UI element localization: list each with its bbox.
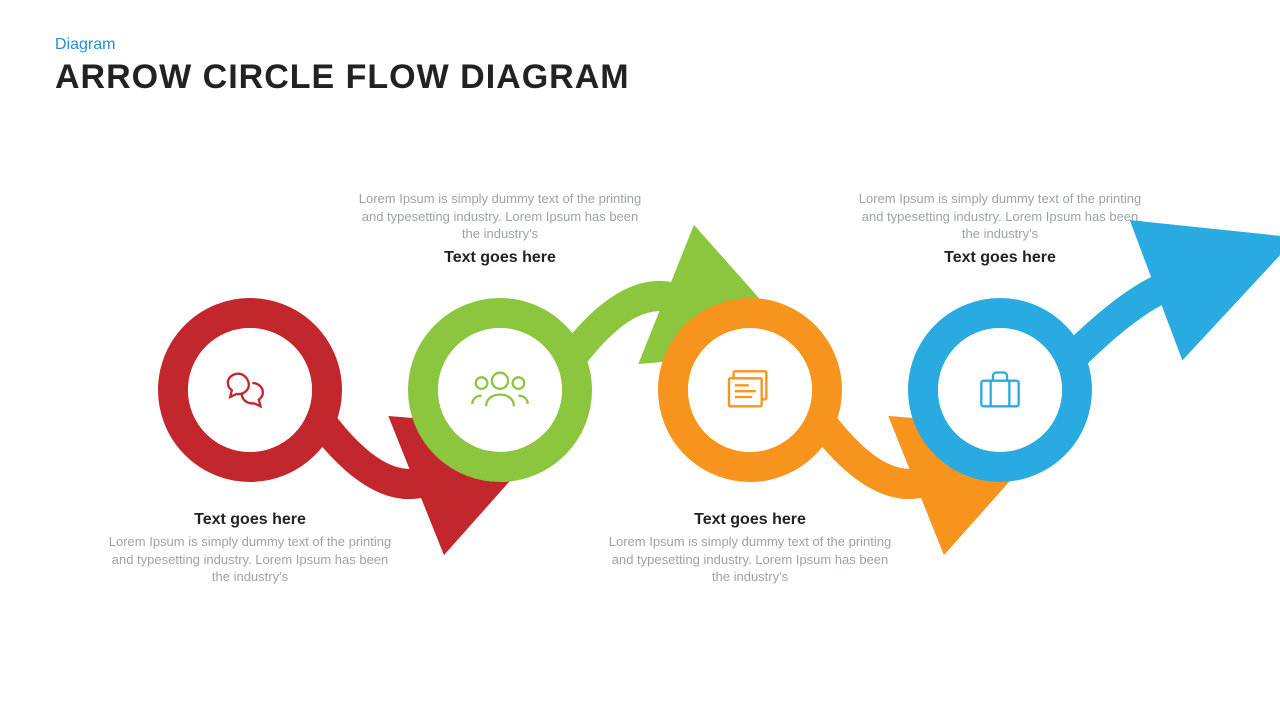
node-3-text: Text goes here Lorem Ipsum is simply dum… [605, 505, 895, 586]
people-icon [440, 330, 560, 450]
document-icon [690, 330, 810, 450]
node-1-label: Text goes here [105, 511, 395, 529]
slide: Diagram ARROW CIRCLE FLOW DIAGRAM [0, 0, 1280, 720]
node-4-desc: Lorem Ipsum is simply dummy text of the … [855, 190, 1145, 243]
briefcase-icon [940, 330, 1060, 450]
node-3-label: Text goes here [605, 511, 895, 529]
node-1-desc: Lorem Ipsum is simply dummy text of the … [105, 533, 395, 586]
node-2-label: Text goes here [355, 249, 645, 267]
node-4-label: Text goes here [855, 249, 1145, 267]
node-2-desc: Lorem Ipsum is simply dummy text of the … [355, 190, 645, 243]
node-4-text: Lorem Ipsum is simply dummy text of the … [855, 190, 1145, 267]
node-1-text: Text goes here Lorem Ipsum is simply dum… [105, 505, 395, 586]
node-3-desc: Lorem Ipsum is simply dummy text of the … [605, 533, 895, 586]
node-2-text: Lorem Ipsum is simply dummy text of the … [355, 190, 645, 267]
chat-icon [190, 330, 310, 450]
